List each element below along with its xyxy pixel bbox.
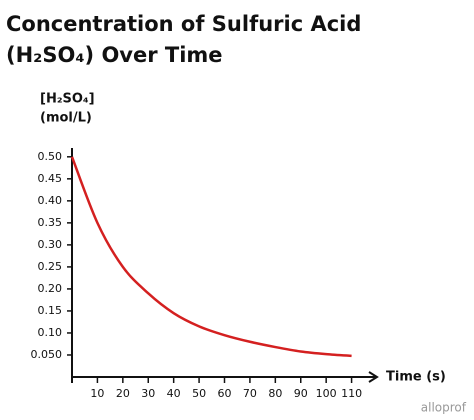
x-tick-label: 100 xyxy=(316,387,337,400)
x-tick-label: 50 xyxy=(192,387,206,400)
x-tick-label: 10 xyxy=(90,387,104,400)
watermark: alloprof xyxy=(421,401,467,415)
y-axis-label: (mol/L) xyxy=(40,111,92,126)
y-tick-label: 0.10 xyxy=(38,326,63,339)
y-tick-label: 0.50 xyxy=(38,150,63,163)
chart-title: Concentration of Sulfuric Acid xyxy=(6,12,361,36)
x-tick-label: 70 xyxy=(243,387,257,400)
y-tick-label: 0.050 xyxy=(31,348,63,361)
x-axis-arrow xyxy=(368,371,379,383)
chart-title: (H₂SO₄) Over Time xyxy=(6,43,223,67)
y-tick-label: 0.25 xyxy=(38,260,63,273)
y-tick-label: 0.15 xyxy=(38,304,63,317)
y-tick-label: 0.20 xyxy=(38,282,63,295)
x-tick-label: 110 xyxy=(341,387,362,400)
y-tick-label: 0.45 xyxy=(38,172,63,185)
x-axis-label: Time (s) xyxy=(386,370,446,385)
x-tick-label: 80 xyxy=(268,387,282,400)
x-tick-label: 60 xyxy=(218,387,232,400)
y-tick-label: 0.35 xyxy=(38,216,63,229)
x-tick-label: 40 xyxy=(167,387,181,400)
y-tick-label: 0.30 xyxy=(38,238,63,251)
x-tick-label: 20 xyxy=(116,387,130,400)
data-line xyxy=(70,156,352,358)
x-tick-label: 90 xyxy=(294,387,308,400)
y-tick-label: 0.40 xyxy=(38,194,63,207)
x-tick-label: 30 xyxy=(141,387,155,400)
y-axis-label: [H₂SO₄] xyxy=(40,92,95,107)
